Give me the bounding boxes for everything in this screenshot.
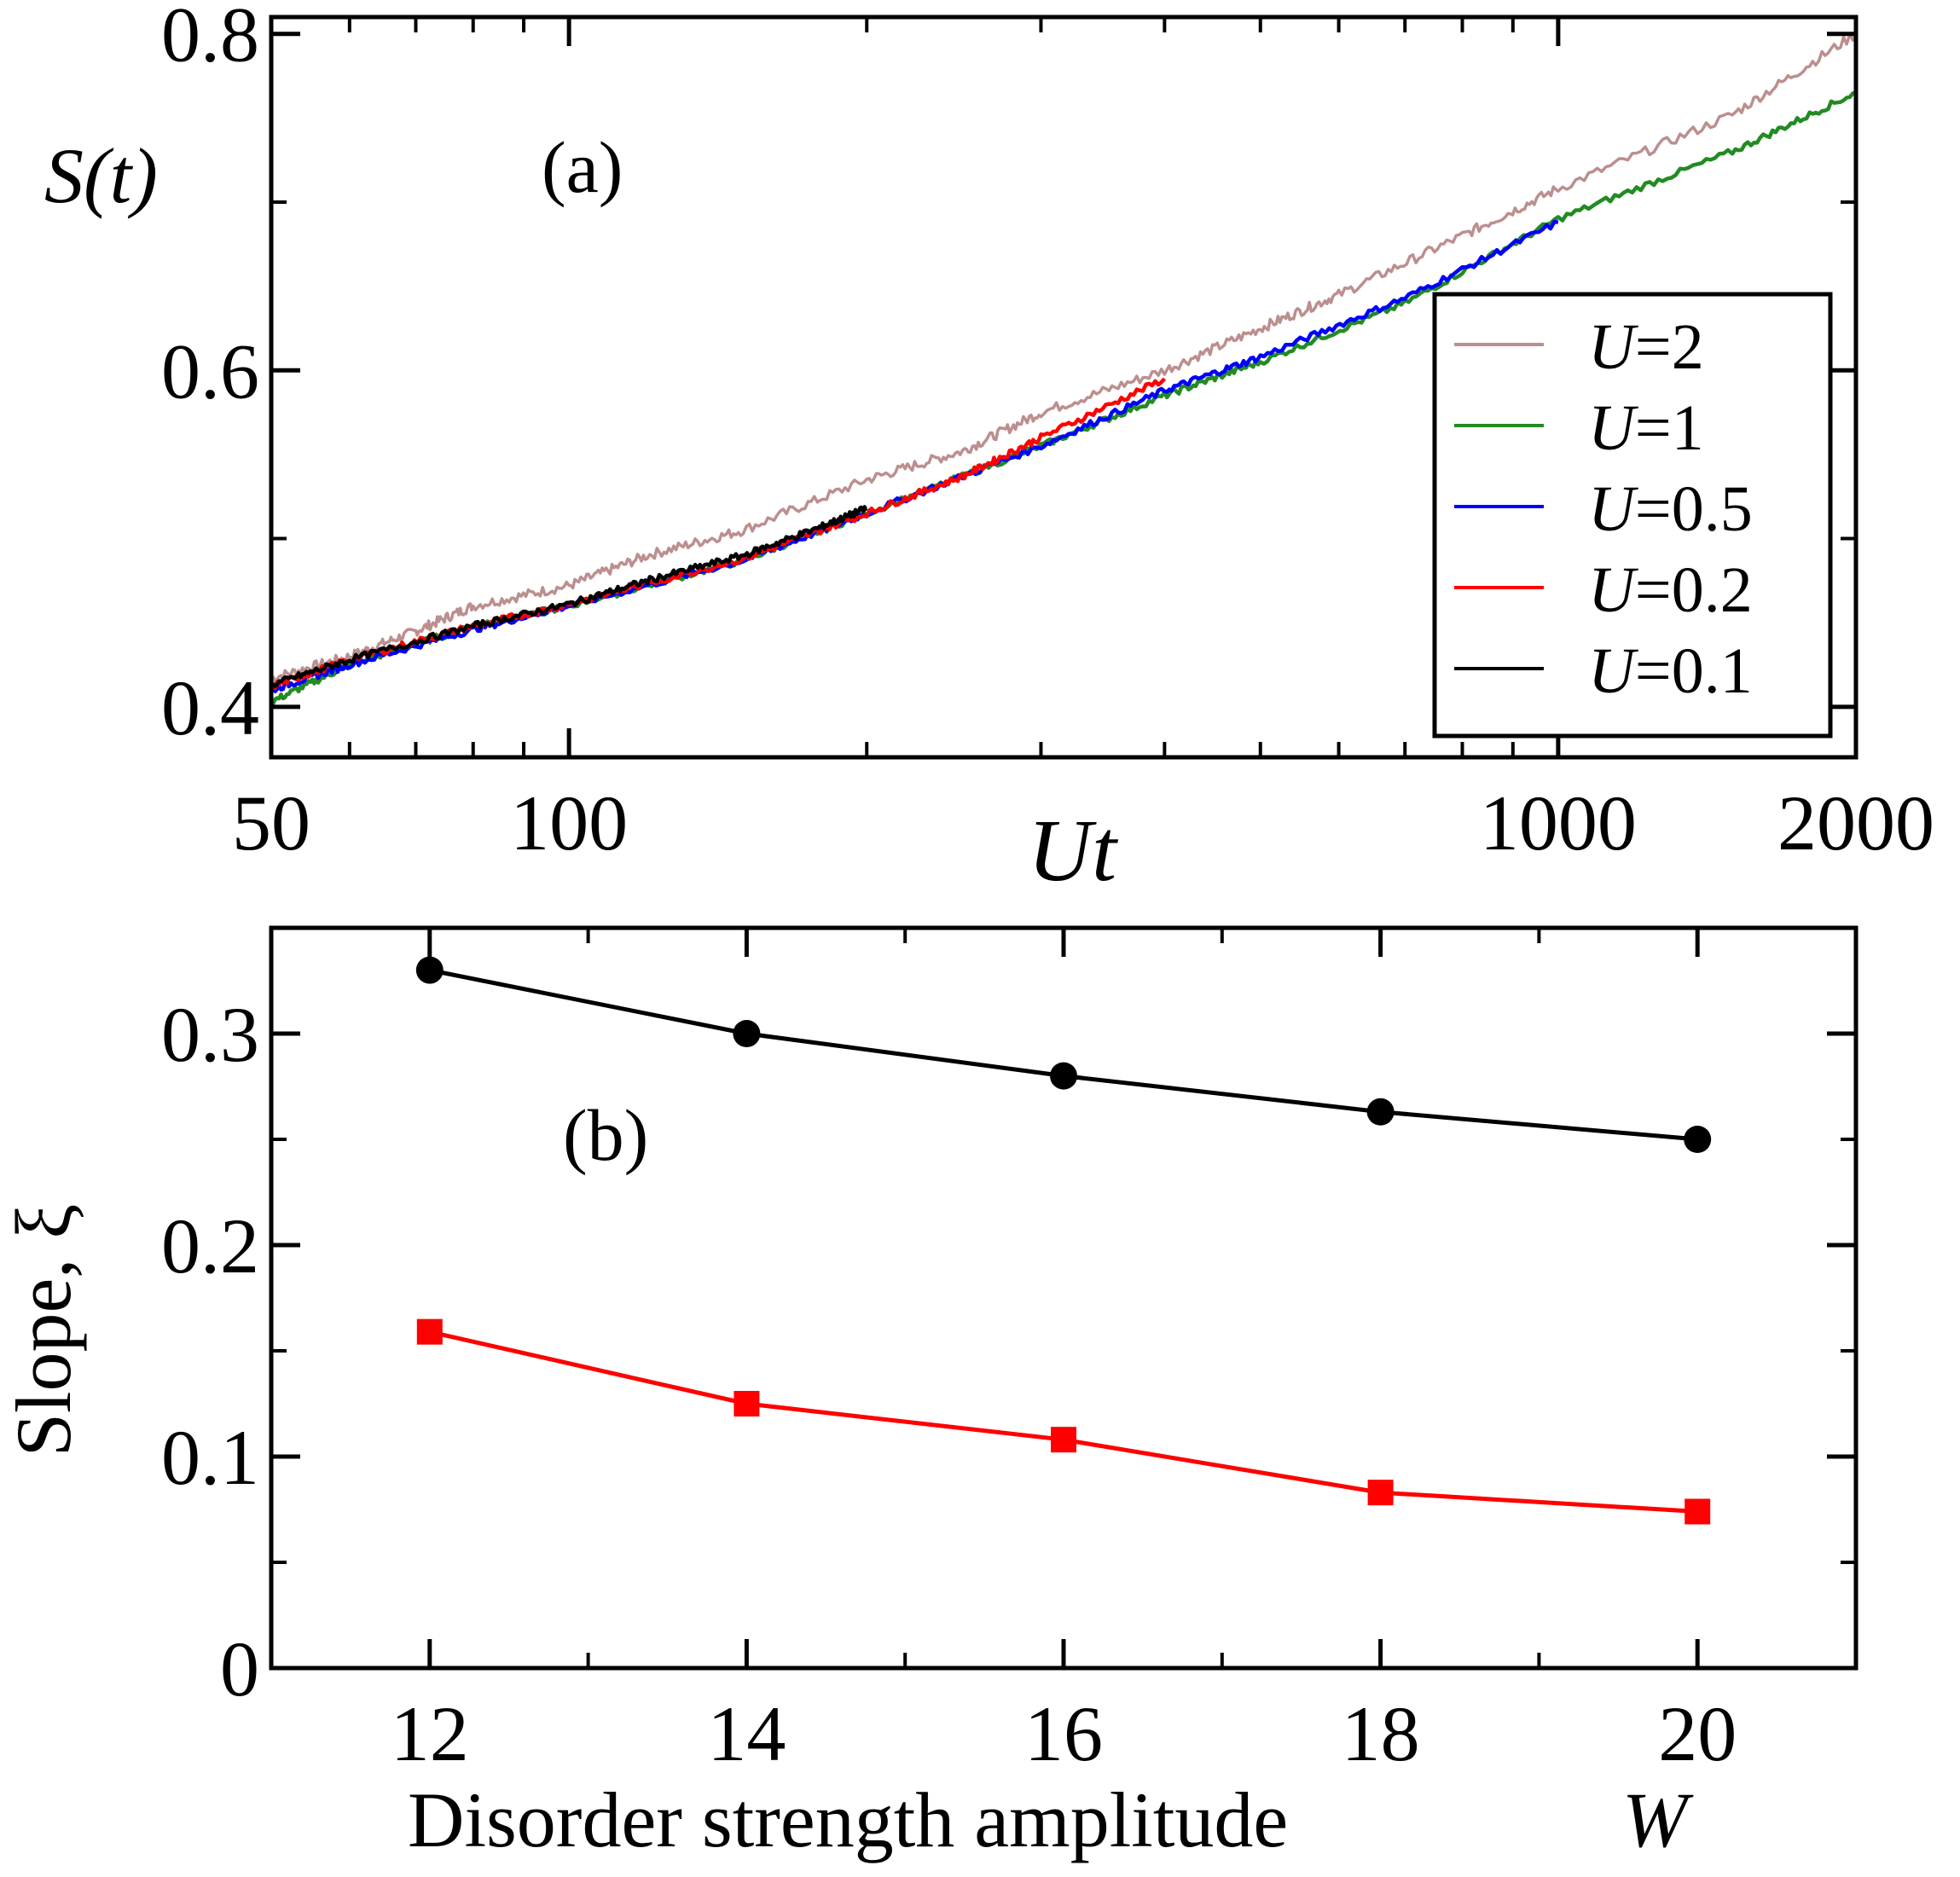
- panel-b-y-axis-title: Slope, ξ: [0, 1204, 87, 1457]
- panel-a-series-group: [270, 32, 1858, 706]
- panel-a-ticks: 50 100 1000 2000 0.4 0.6 0.8: [161, 0, 1934, 866]
- legend-label: U=0.5: [1588, 473, 1753, 545]
- data-point-circle: [733, 1020, 761, 1047]
- x-tick-label: 14: [707, 1690, 786, 1777]
- legend-label: U=1: [1588, 392, 1704, 464]
- data-point-circle: [1366, 1098, 1395, 1126]
- x-tick-label: 12: [391, 1690, 469, 1777]
- panel-b-series-group: [415, 956, 1712, 1525]
- x-tick-label: 2000: [1777, 779, 1934, 866]
- legend-box: [1432, 292, 1833, 739]
- x-tick-label: 18: [1342, 1690, 1420, 1777]
- panel-a-legend: U=2 U=1 U=0.5 U=0.2 U=0.1: [1432, 292, 1833, 739]
- x-tick-label: 50: [232, 779, 310, 866]
- panel-a-x-axis-title: Ut: [1028, 802, 1118, 900]
- series-line-red-squares: [429, 1330, 1698, 1514]
- panel-b-frame: [269, 925, 1859, 1671]
- data-point-square: [734, 1391, 760, 1416]
- panel-b-ticks: 12 14 16 18 20 0 0.1 0.2 0.3: [161, 928, 1856, 1777]
- data-point-square: [1367, 1480, 1394, 1506]
- y-tick-label: 0.6: [161, 327, 259, 414]
- data-point-circle: [1684, 1126, 1712, 1153]
- data-point-circle: [415, 956, 444, 984]
- x-tick-label: 20: [1658, 1690, 1737, 1777]
- legend-label: U=0.1: [1588, 635, 1753, 707]
- x-tick-label: 1000: [1480, 779, 1637, 866]
- data-point-circle: [1050, 1062, 1077, 1090]
- y-tick-label: 0: [220, 1625, 259, 1712]
- y-tick-label: 0.8: [161, 0, 259, 78]
- legend-label: U=0.2: [1588, 554, 1753, 626]
- panel-b-label: (b): [563, 1094, 648, 1176]
- y-tick-label: 0.4: [161, 664, 259, 751]
- data-point-square: [1051, 1427, 1076, 1453]
- panel-a-label: (a): [542, 126, 623, 208]
- panel-a-y-axis-title: S(t): [44, 132, 158, 219]
- data-point-square: [1685, 1498, 1711, 1525]
- legend-label: U=2: [1588, 311, 1704, 383]
- y-tick-label: 0.1: [161, 1414, 259, 1501]
- data-point-square: [416, 1318, 443, 1345]
- series-line-u-0-1: [270, 505, 868, 688]
- panel-b-x-axis-title: Disorder strength amplitude: [408, 1776, 1288, 1863]
- y-tick-label: 0.3: [161, 991, 259, 1078]
- x-tick-label: 16: [1024, 1690, 1103, 1777]
- series-line-u-0-2: [270, 377, 1167, 690]
- series-line-u-2: [270, 32, 1858, 683]
- y-tick-label: 0.2: [161, 1202, 259, 1289]
- series-line-u-0-5: [270, 219, 1559, 693]
- panel-a-frame: [269, 14, 1859, 760]
- panel-b: 12 14 16 18 20 0 0.1 0.2 0.3 (b) Slope, ξ Disord…: [0, 925, 1859, 1863]
- x-tick-label: 100: [510, 779, 628, 866]
- panel-b-x-axis-symbol: W: [1622, 1776, 1694, 1863]
